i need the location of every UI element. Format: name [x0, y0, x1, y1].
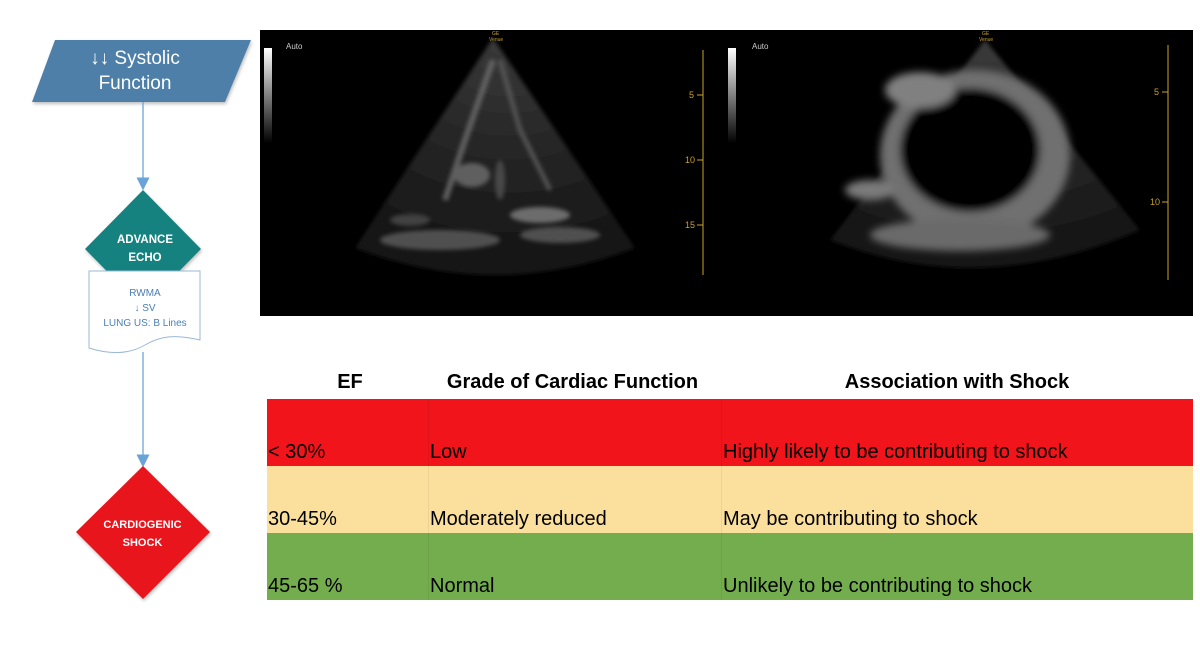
findings-document — [88, 270, 201, 353]
advance-echo-label: ADVANCE ECHO — [95, 230, 195, 268]
systolic-function-label: ↓↓ Systolic Function — [60, 42, 210, 100]
cell-grade: Low — [430, 441, 467, 463]
left-grayscale-bar — [264, 48, 272, 143]
row-divider — [428, 466, 429, 533]
row-divider — [721, 466, 722, 533]
finding-rwma: RWMA — [129, 287, 161, 299]
left-auto-label: Auto — [286, 42, 303, 51]
left-depth-15: 15 — [685, 220, 695, 230]
header-grade: Grade of Cardiac Function — [446, 371, 699, 393]
header-ef: EF — [337, 371, 363, 393]
cell-grade: Normal — [430, 575, 495, 597]
left-vendor-label: GE — [492, 31, 500, 37]
advance-echo-line-1: ADVANCE — [116, 234, 173, 246]
cell-ef: < 30% — [268, 441, 326, 463]
right-echo-speckle — [845, 70, 1070, 251]
cell-grade: Moderately reduced — [430, 508, 607, 530]
right-depth-5: 5 — [1154, 87, 1159, 97]
cardiogenic-shock-label: CARDIOGENIC SHOCK — [90, 514, 195, 554]
echo-images: Auto GE Venue 5 10 15 Auto GE Venue — [264, 31, 1169, 280]
left-depth-10: 10 — [685, 155, 695, 165]
row-divider — [721, 399, 722, 466]
left-echo-speckle — [380, 59, 600, 250]
right-auto-label: Auto — [752, 42, 769, 51]
right-depth-scale: 5 10 — [1150, 45, 1169, 280]
systolic-line-2: Function — [98, 73, 172, 94]
cell-association: May be contributing to shock — [723, 508, 978, 530]
advance-echo-line-2: ECHO — [128, 252, 162, 264]
finding-sv: ↓ SV — [134, 302, 156, 314]
cell-association: Unlikely to be contributing to shock — [723, 575, 1033, 597]
finding-lung-us: LUNG US: B Lines — [103, 317, 187, 329]
table-row-low: < 30% Low Highly likely to be contributi… — [267, 399, 1193, 466]
left-vendor-sub-label: Venue — [489, 37, 503, 43]
cardiogenic-shock-diamond — [76, 466, 210, 599]
echo-images-panel: Auto GE Venue 5 10 15 Auto GE Venue — [260, 30, 1193, 316]
left-depth-5: 5 — [689, 90, 694, 100]
right-vendor-label: GE — [982, 31, 990, 37]
systolic-parallelogram — [32, 40, 251, 102]
right-grayscale-bar — [728, 48, 736, 143]
cell-ef: 45-65 % — [268, 575, 343, 597]
systolic-line-1: ↓↓ Systolic — [90, 48, 180, 69]
right-vendor-sub-label: Venue — [979, 37, 993, 43]
cell-ef: 30-45% — [268, 508, 337, 530]
cell-association: Highly likely to be contributing to shoc… — [723, 441, 1068, 463]
left-depth-scale: 5 10 15 — [685, 50, 704, 275]
row-divider — [721, 533, 722, 600]
findings-list: RWMA ↓ SV LUNG US: B Lines — [90, 284, 200, 332]
table-row-normal: 45-65 % Normal Unlikely to be contributi… — [267, 533, 1193, 600]
right-depth-10: 10 — [1150, 197, 1160, 207]
row-divider — [428, 399, 429, 466]
table-row-moderate: 30-45% Moderately reduced May be contrib… — [267, 466, 1193, 533]
header-association: Association with Shock — [844, 371, 1070, 393]
cardiogenic-line-2: SHOCK — [122, 537, 163, 549]
row-divider — [428, 533, 429, 600]
flowchart — [32, 40, 251, 599]
cardiogenic-line-1: CARDIOGENIC — [103, 519, 182, 531]
